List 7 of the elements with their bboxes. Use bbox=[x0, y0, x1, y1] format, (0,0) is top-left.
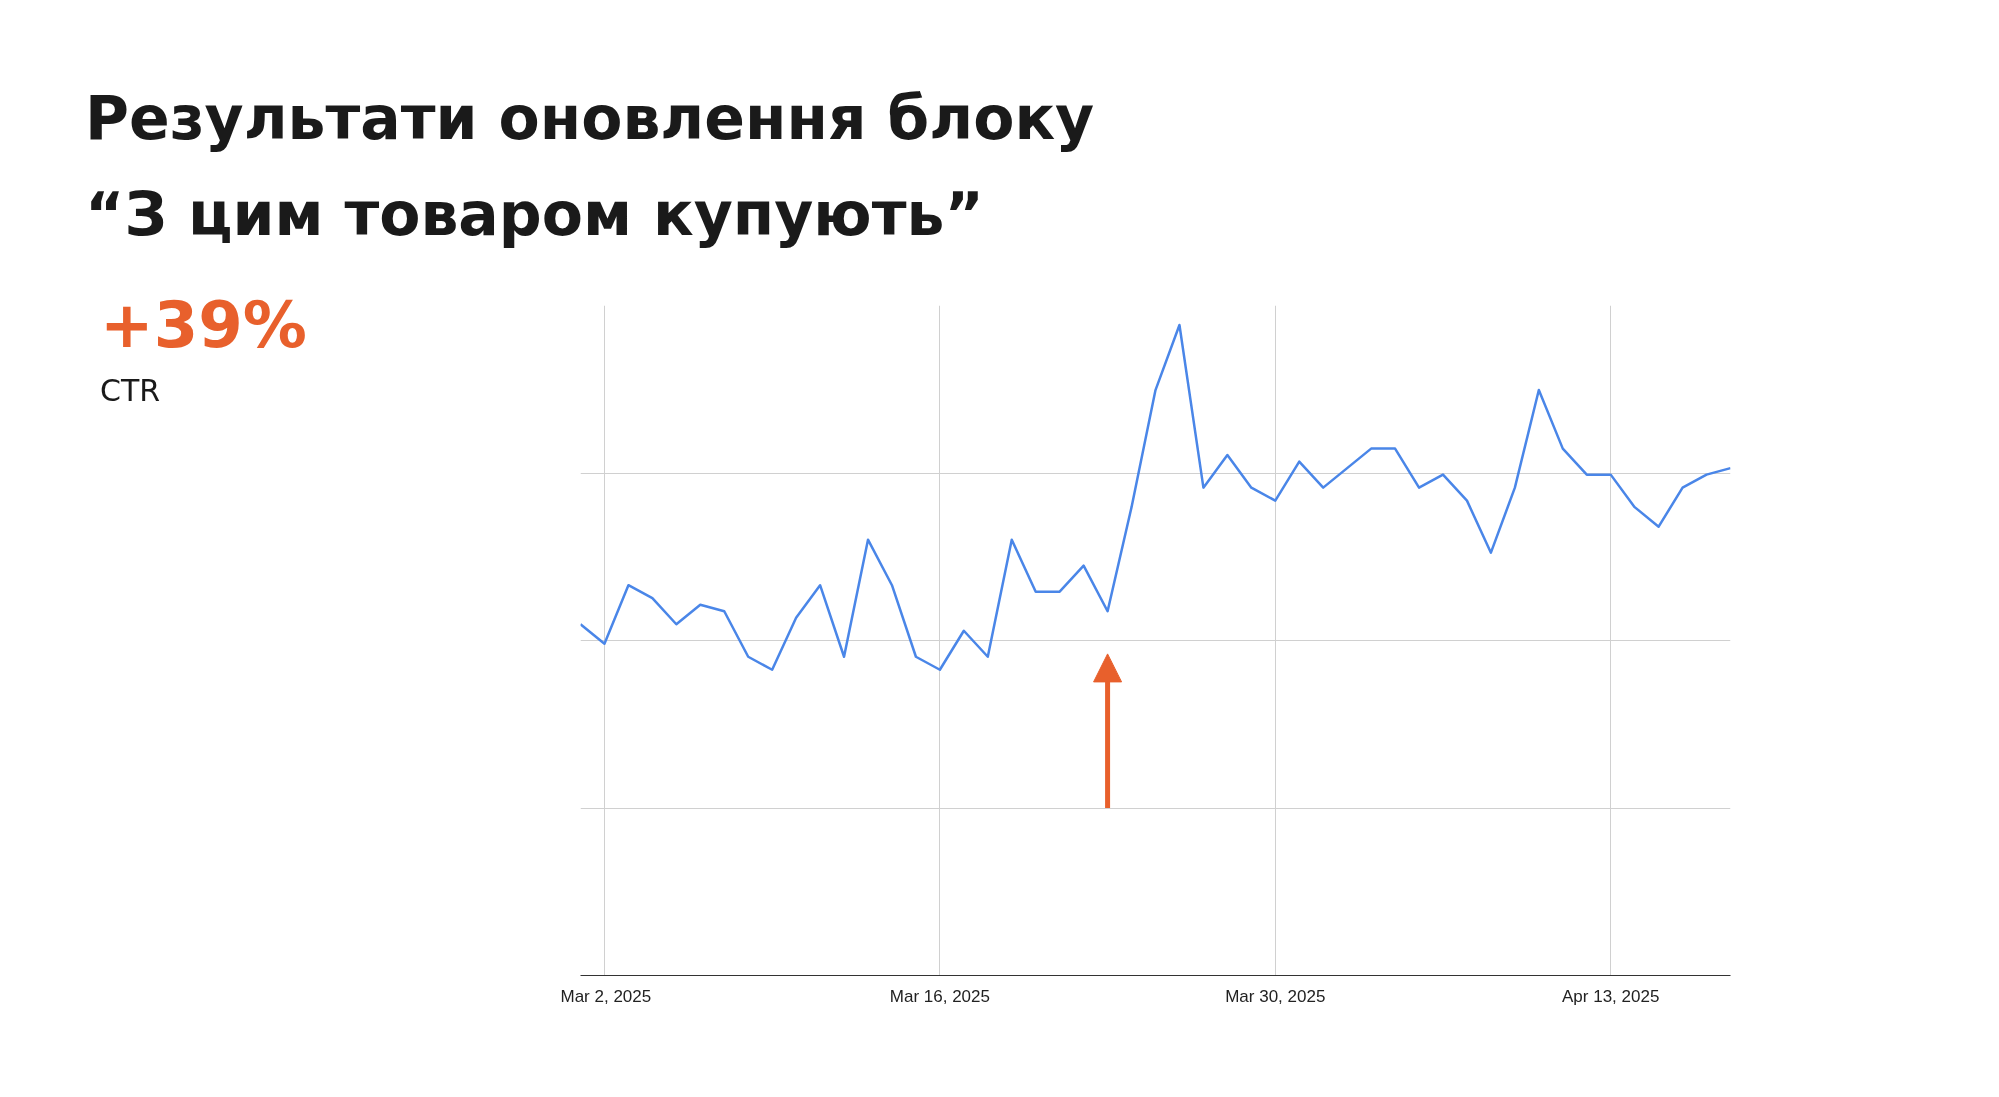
text: +39% bbox=[100, 287, 307, 364]
text: CTR bbox=[100, 372, 161, 410]
x-tick-label: Mar 16, 2025 bbox=[889, 986, 990, 1006]
x-tick-label: Apr 13, 2025 bbox=[1562, 986, 1660, 1006]
x-tick-label: Mar 30, 2025 bbox=[1225, 986, 1326, 1006]
chart-title: Результати оновлення блоку “З цим товаром купують” bbox=[85, 82, 1095, 251]
x-tick-label: Mar 2, 2025 bbox=[560, 986, 652, 1006]
